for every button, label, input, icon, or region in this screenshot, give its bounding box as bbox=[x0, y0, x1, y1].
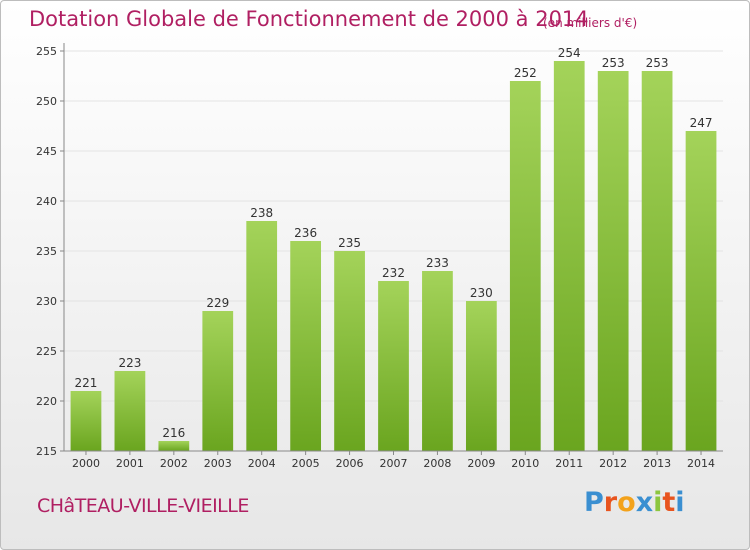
bar bbox=[70, 391, 102, 451]
x-tick-label: 2007 bbox=[380, 457, 408, 470]
data-label: 253 bbox=[602, 56, 625, 70]
labels: 215 220 225 230 235 240 245 250 255 221 2000 223 200… bbox=[36, 45, 715, 470]
y-tick-label: 225 bbox=[36, 345, 57, 358]
bar bbox=[114, 371, 146, 451]
x-tick-label: 2005 bbox=[292, 457, 320, 470]
x-tick-label: 2009 bbox=[467, 457, 495, 470]
bar bbox=[465, 301, 497, 451]
y-tick-label: 245 bbox=[36, 145, 57, 158]
y-tick-label: 235 bbox=[36, 245, 57, 258]
data-label: 233 bbox=[426, 256, 449, 270]
x-tick-label: 2002 bbox=[160, 457, 188, 470]
axes bbox=[60, 43, 723, 455]
y-tick-label: 220 bbox=[36, 395, 57, 408]
x-tick-label: 2000 bbox=[72, 457, 100, 470]
x-tick-label: 2001 bbox=[116, 457, 144, 470]
x-tick-label: 2010 bbox=[511, 457, 539, 470]
data-label: 238 bbox=[250, 206, 273, 220]
chart-subtitle: (en milliers d'€) bbox=[543, 16, 638, 30]
y-tick-label: 250 bbox=[36, 95, 57, 108]
x-tick-label: 2012 bbox=[599, 457, 627, 470]
x-tick-label: 2003 bbox=[204, 457, 232, 470]
bar bbox=[641, 71, 673, 451]
bar bbox=[202, 311, 234, 451]
x-tick-label: 2008 bbox=[423, 457, 451, 470]
bar bbox=[378, 281, 409, 451]
x-tick-label: 2014 bbox=[687, 457, 715, 470]
bar-chart: 215 220 225 230 235 240 245 250 255 221 2000 223 200… bbox=[36, 43, 723, 470]
x-tick-label: 2013 bbox=[643, 457, 671, 470]
bar bbox=[290, 241, 322, 451]
data-label: 229 bbox=[206, 296, 229, 310]
data-label: 247 bbox=[690, 116, 713, 130]
y-tick-label: 255 bbox=[36, 45, 57, 58]
data-label: 252 bbox=[514, 66, 537, 80]
chart-title: Dotation Globale de Fonctionnement de 20… bbox=[29, 7, 589, 31]
bar bbox=[509, 81, 541, 451]
data-label: 253 bbox=[646, 56, 669, 70]
bars bbox=[70, 61, 717, 451]
data-label: 230 bbox=[470, 286, 493, 300]
bar bbox=[246, 221, 278, 451]
data-label: 221 bbox=[75, 376, 98, 390]
x-tick-label: 2011 bbox=[555, 457, 583, 470]
y-tick-label: 240 bbox=[36, 195, 57, 208]
data-label: 232 bbox=[382, 266, 405, 280]
bar bbox=[685, 131, 717, 451]
proxiti-logo: Proxiti bbox=[584, 487, 685, 518]
bar bbox=[334, 251, 365, 451]
commune-name: CHâTEAU-VILLE-VIEILLE bbox=[37, 495, 249, 517]
y-tick-label: 230 bbox=[36, 295, 57, 308]
x-tick-label: 2006 bbox=[336, 457, 364, 470]
data-label: 223 bbox=[118, 356, 141, 370]
data-label: 235 bbox=[338, 236, 361, 250]
y-tick-label: 215 bbox=[36, 445, 57, 458]
data-label: 236 bbox=[294, 226, 317, 240]
bar bbox=[597, 71, 629, 451]
x-tick-label: 2004 bbox=[248, 457, 276, 470]
bar bbox=[158, 441, 190, 451]
bar bbox=[553, 61, 585, 451]
data-label: 216 bbox=[162, 426, 185, 440]
data-label: 254 bbox=[558, 46, 581, 60]
bar bbox=[422, 271, 453, 451]
